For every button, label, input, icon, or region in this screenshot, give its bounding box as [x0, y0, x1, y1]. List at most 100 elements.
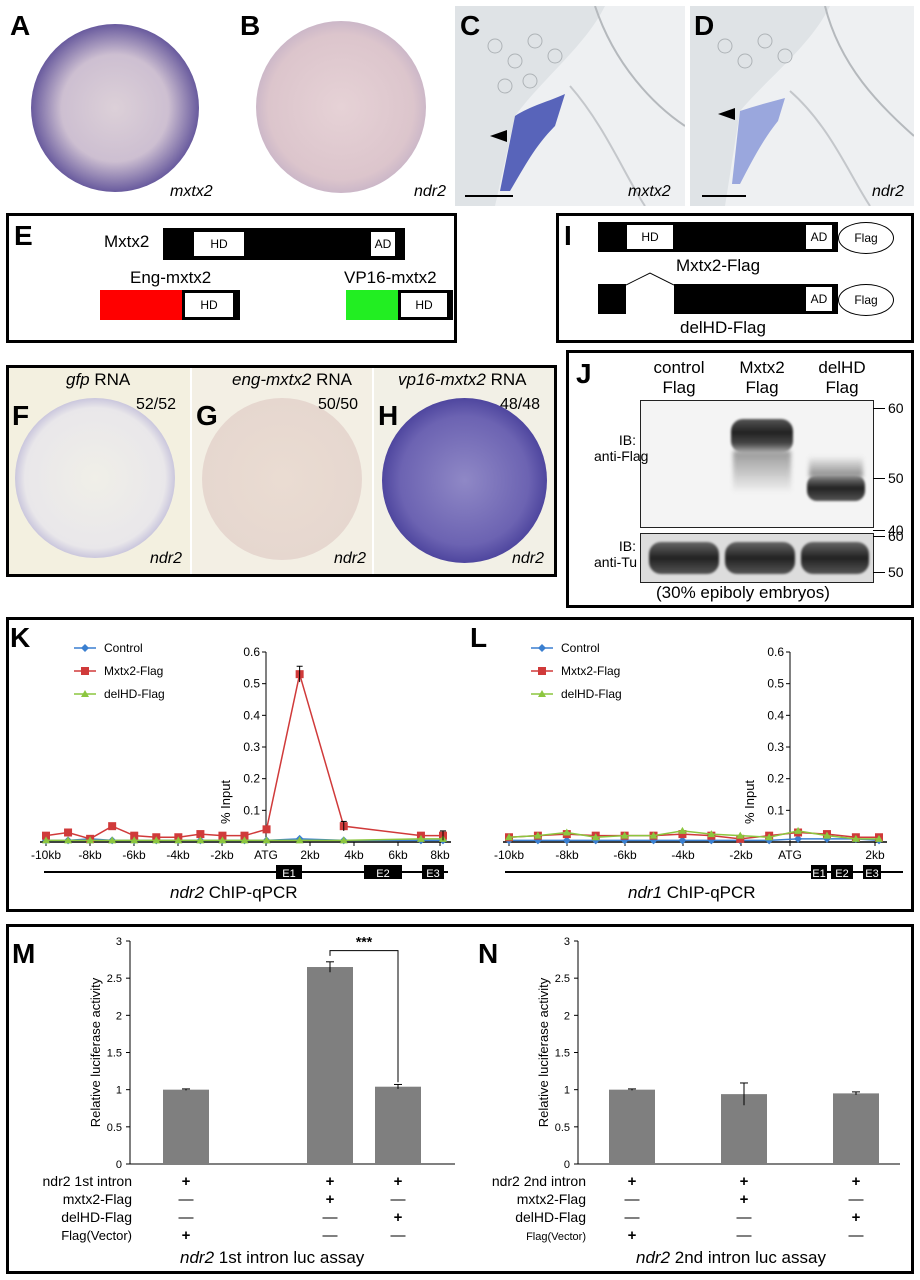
j-ib-flag-label: IB: anti-Flag — [594, 432, 649, 464]
i-label1: Mxtx2-Flag — [676, 256, 761, 275]
panel-d-dic — [690, 6, 914, 206]
point-delhd — [218, 836, 227, 844]
x-tick-label: ATG — [778, 848, 802, 862]
row-sign: + — [628, 1173, 637, 1190]
legend-marker — [538, 644, 546, 652]
e-eng-label: Eng-mxtx2 — [130, 268, 212, 287]
y-tick-label: 0.6 — [767, 645, 784, 659]
bar — [833, 1093, 879, 1164]
panel-c-gene: mxtx2 — [628, 183, 671, 200]
x-tick-label: -8kb — [78, 848, 102, 862]
i-delhd-ad-box: AD — [805, 286, 833, 312]
m-caption: ndr2 1st intron luc assay — [180, 1248, 364, 1268]
point-delhd — [240, 836, 249, 844]
row-sign: + — [852, 1209, 861, 1226]
point-mxtx2 — [736, 834, 745, 843]
j-tick-60b — [873, 536, 885, 537]
row-sign: + — [182, 1227, 191, 1244]
significance-label: *** — [356, 934, 373, 950]
i-flag-oval: Flag — [838, 222, 894, 254]
m-caption-gene: ndr2 — [180, 1248, 215, 1267]
n-caption-rest: 2nd intron luc assay — [670, 1248, 826, 1267]
exon-label: E3 — [426, 868, 439, 880]
y-tick-label: 0.5 — [555, 1122, 570, 1134]
point-delhd — [765, 833, 774, 841]
k-caption: ndr2 ChIP-qPCR — [170, 883, 298, 903]
x-tick-label: 4kb — [344, 848, 364, 862]
series-line-delhd-flag — [508, 830, 879, 840]
e-vp16-hd-box: HD — [400, 292, 448, 318]
y-tick-label: 0.4 — [243, 708, 260, 722]
panel-g-letter: G — [196, 400, 218, 431]
panel-n-letter: N — [478, 938, 499, 969]
legend-label: Mxtx2-Flag — [104, 664, 163, 678]
panel-i-letter: I — [564, 220, 572, 251]
row-sign: — — [737, 1227, 752, 1244]
point-delhd — [196, 836, 205, 844]
point-delhd — [152, 836, 161, 844]
panel-j-letter: J — [576, 358, 592, 389]
m-caption-rest: 1st intron luc assay — [214, 1248, 365, 1267]
j-lane-3: delHD Flag — [818, 358, 866, 397]
j-band-delhd — [807, 475, 865, 501]
legend-marker — [81, 690, 89, 697]
f-title-gene: gfp — [66, 370, 90, 389]
series-line-mxtx2-flag — [508, 831, 879, 840]
legend-marker — [81, 667, 89, 675]
panel-c-image — [455, 6, 685, 206]
y-tick-label: 0 — [564, 1159, 570, 1171]
l-caption-rest: ChIP-qPCR — [662, 883, 756, 902]
point-control — [822, 834, 831, 843]
row-sign: + — [740, 1191, 749, 1208]
y-tick-label: 1 — [116, 1085, 122, 1097]
y-tick-label: 0.5 — [107, 1122, 122, 1134]
point-mxtx2 — [240, 831, 249, 840]
point-delhd — [130, 836, 139, 844]
panel-d-letter: D — [694, 10, 715, 41]
i-deletion-line — [626, 272, 674, 286]
e-mxtx2-label: Mxtx2 — [104, 232, 150, 251]
y-tick-label: 1.5 — [107, 1048, 122, 1060]
j-marker-50: 50 — [888, 470, 904, 486]
row-sign: — — [737, 1209, 752, 1226]
h-title-gene: vp16-mxtx2 — [398, 370, 486, 389]
f-title-suffix: RNA — [89, 370, 131, 389]
y-tick-label: 2 — [116, 1010, 122, 1022]
row-sign: — — [391, 1227, 406, 1244]
x-tick-label: -8kb — [555, 848, 579, 862]
point-mxtx2 — [130, 831, 139, 840]
point-delhd — [794, 826, 803, 834]
row-label: mxtx2-Flag — [63, 1191, 132, 1207]
point-mxtx2 — [108, 822, 117, 831]
y-tick-label: 0.1 — [243, 803, 260, 817]
y-tick-label: 0.3 — [767, 740, 784, 754]
point-control — [794, 834, 803, 843]
panel-k-letter: K — [10, 622, 31, 653]
significance-bracket — [329, 950, 399, 1083]
panel-b-gene: ndr2 — [414, 183, 447, 200]
point-mxtx2 — [218, 831, 227, 840]
exon-label: E1 — [812, 868, 825, 880]
j-caption: (30% epiboly embryos) — [656, 583, 830, 602]
i-delhd-flag-oval: Flag — [838, 284, 894, 316]
point-delhd — [678, 826, 687, 834]
panel-e-letter: E — [14, 220, 33, 251]
l-caption-gene: ndr1 — [628, 883, 663, 902]
y-tick-label: 0.5 — [767, 677, 784, 691]
j-marker-60b: 60 — [888, 528, 904, 544]
embryo-g — [202, 398, 362, 560]
point-delhd — [505, 833, 513, 841]
point-delhd — [562, 828, 571, 836]
j-blot-flag — [640, 400, 874, 528]
point-mxtx2 — [64, 828, 73, 837]
k-caption-rest: ChIP-qPCR — [204, 883, 298, 902]
j-band-mxtx2 — [731, 419, 793, 453]
panel-h-letter: H — [378, 400, 399, 431]
panel-g-count: 50/50 — [318, 396, 359, 413]
y-axis-label: % Input — [742, 780, 757, 824]
legend-marker — [81, 644, 89, 652]
x-tick-label: -2kb — [729, 848, 753, 862]
point-mxtx2 — [678, 830, 687, 839]
embryo-h — [382, 398, 547, 563]
panel-h-gene: ndr2 — [512, 550, 545, 567]
